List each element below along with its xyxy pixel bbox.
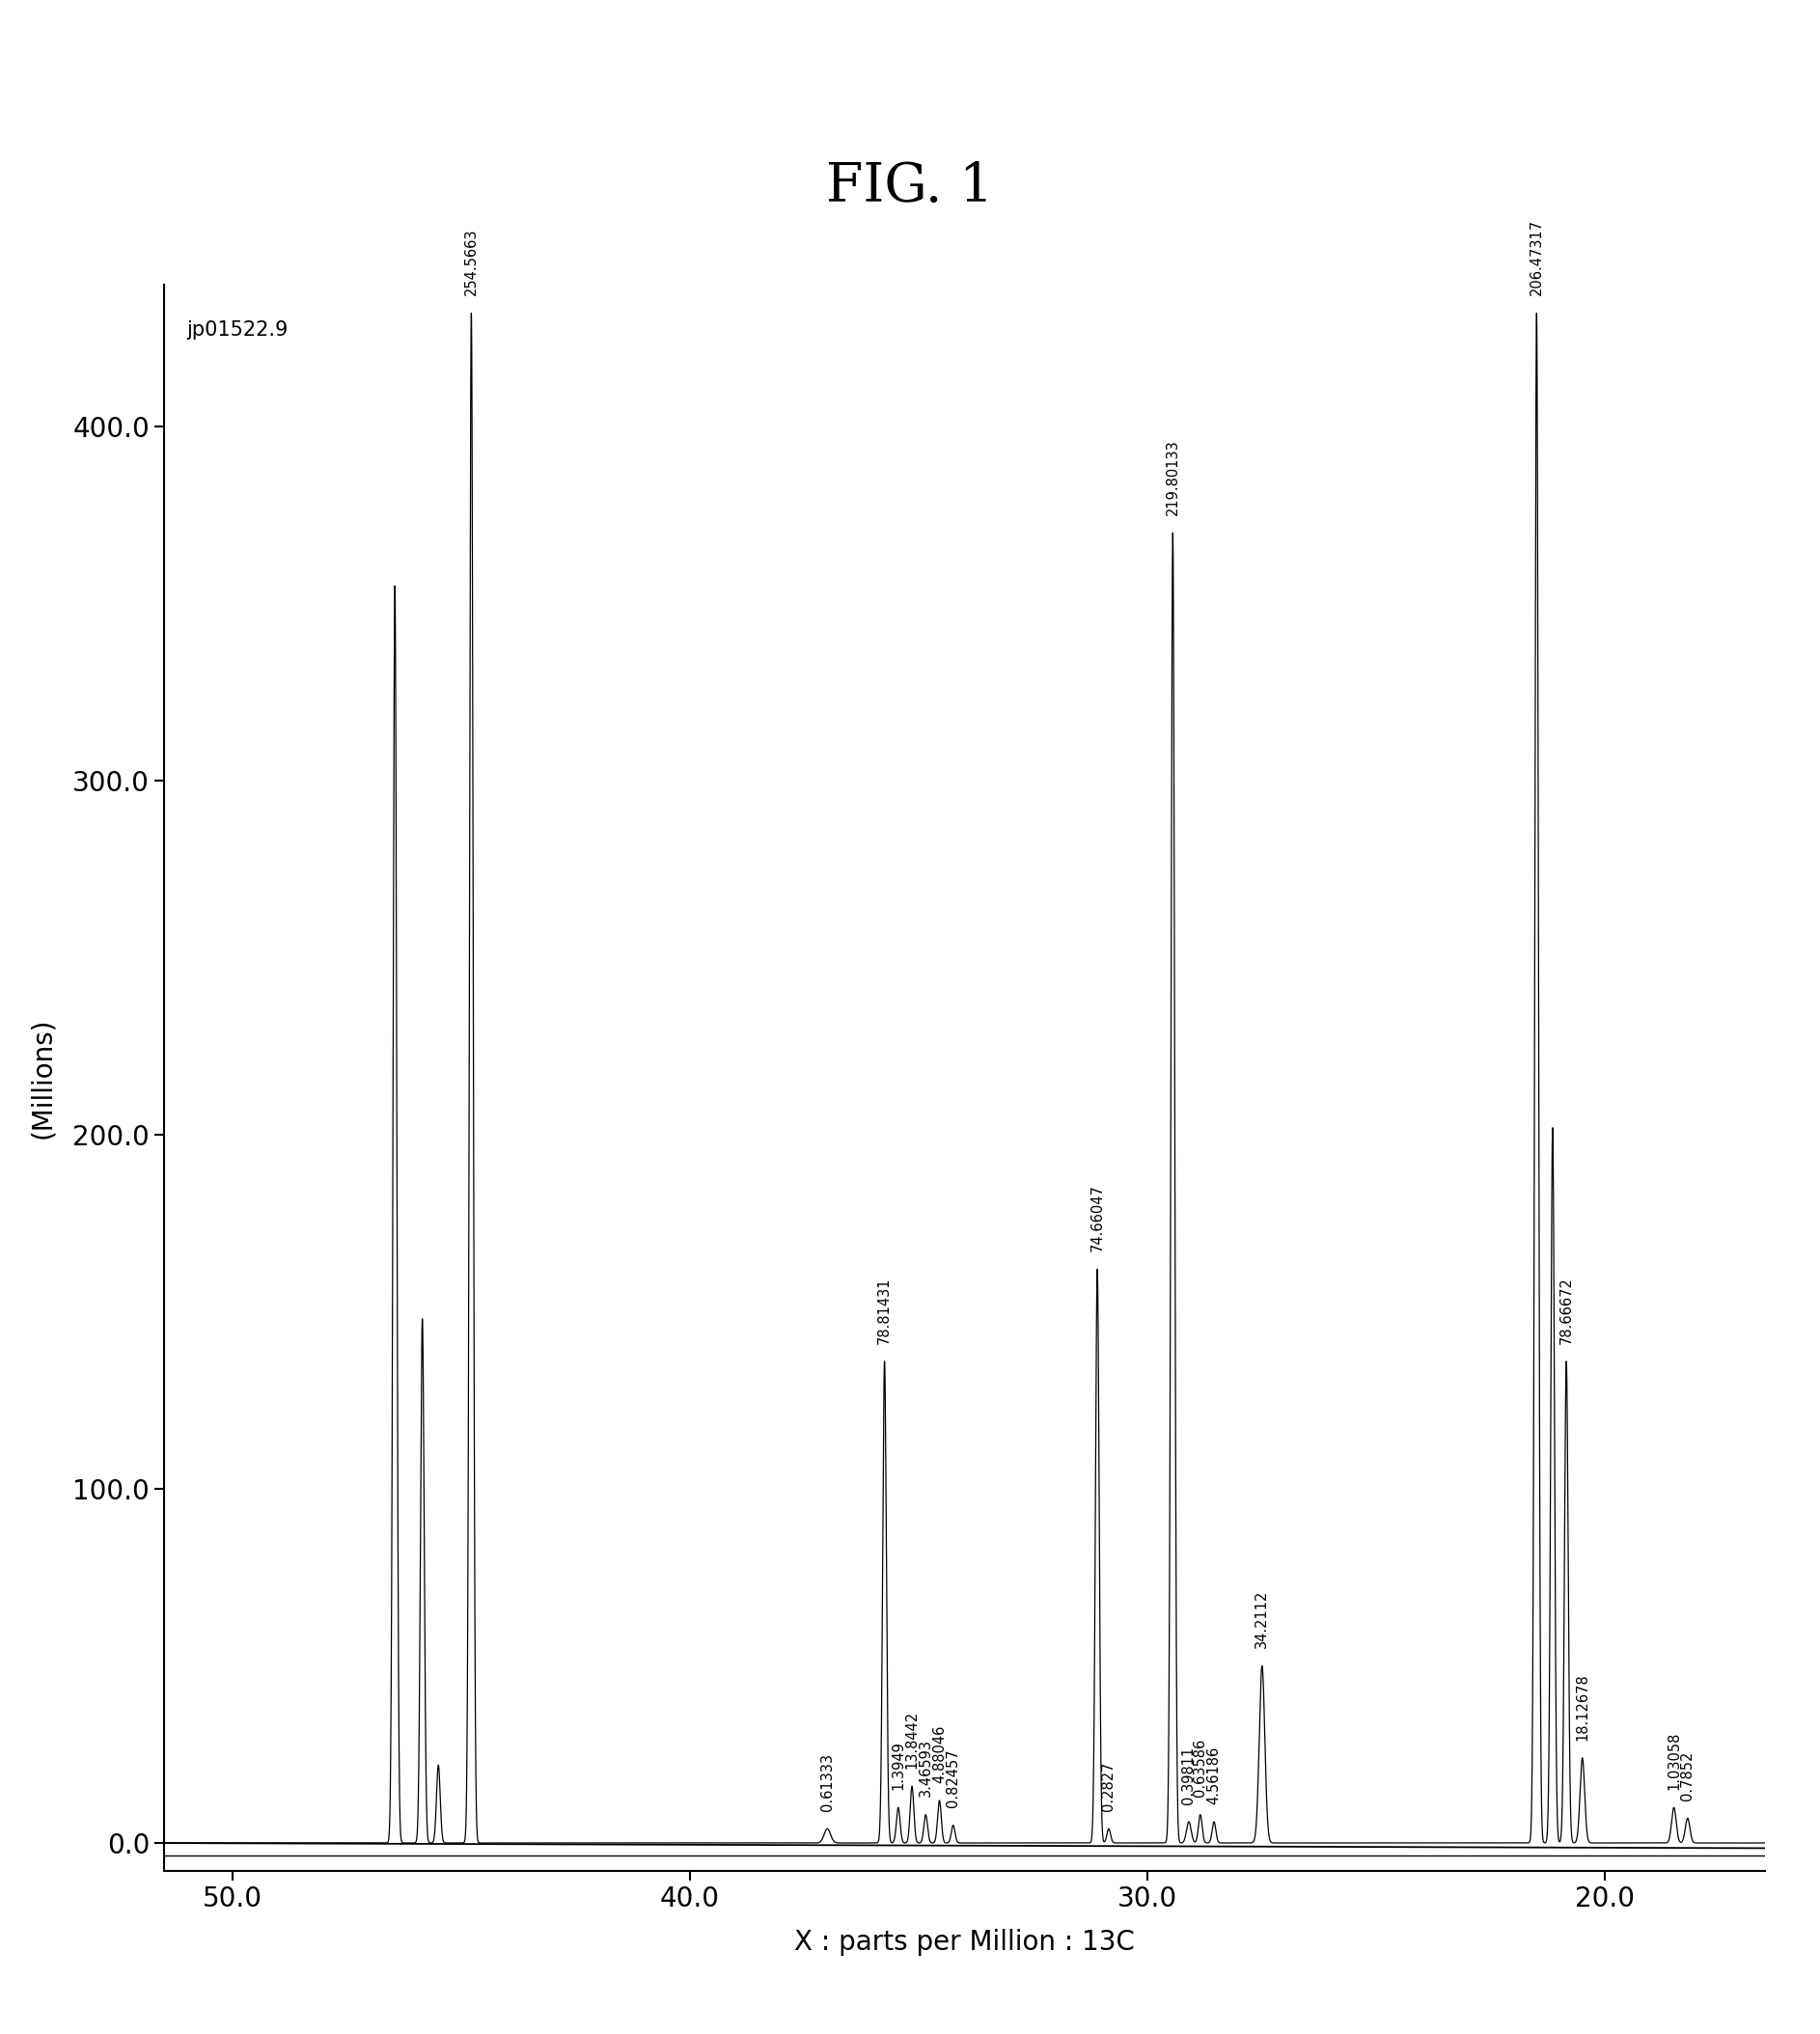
Text: FIG. 1: FIG. 1 [826, 161, 994, 214]
Text: 206.47317: 206.47317 [1529, 220, 1543, 295]
Text: 1.3949: 1.3949 [892, 1741, 906, 1790]
Text: 13.8442: 13.8442 [905, 1711, 919, 1770]
Text: 0.39811: 0.39811 [1181, 1745, 1196, 1804]
Text: 4.88046: 4.88046 [932, 1725, 946, 1782]
Y-axis label: (Millions): (Millions) [29, 1017, 56, 1139]
Text: 0.7852: 0.7852 [1680, 1751, 1694, 1800]
Text: 0.63586: 0.63586 [1194, 1739, 1207, 1796]
Text: 0.2827: 0.2827 [1101, 1761, 1116, 1810]
Text: 219.80133: 219.80133 [1165, 439, 1179, 515]
Text: 3.46593: 3.46593 [919, 1739, 934, 1796]
Text: 0.61333: 0.61333 [821, 1753, 835, 1810]
Text: 1.03058: 1.03058 [1667, 1731, 1682, 1790]
Text: 34.2112: 34.2112 [1254, 1591, 1269, 1648]
Text: 78.66672: 78.66672 [1560, 1275, 1574, 1344]
Text: 0.82457: 0.82457 [946, 1749, 961, 1808]
Text: 254.5663: 254.5663 [464, 228, 479, 295]
X-axis label: X : parts per Million : 13C: X : parts per Million : 13C [794, 1928, 1136, 1955]
Text: 74.66047: 74.66047 [1090, 1184, 1105, 1251]
Text: jp01522.9: jp01522.9 [187, 319, 288, 340]
Text: 4.56186: 4.56186 [1207, 1745, 1221, 1804]
Text: 78.81431: 78.81431 [877, 1277, 892, 1344]
Text: 18.12678: 18.12678 [1574, 1672, 1589, 1741]
